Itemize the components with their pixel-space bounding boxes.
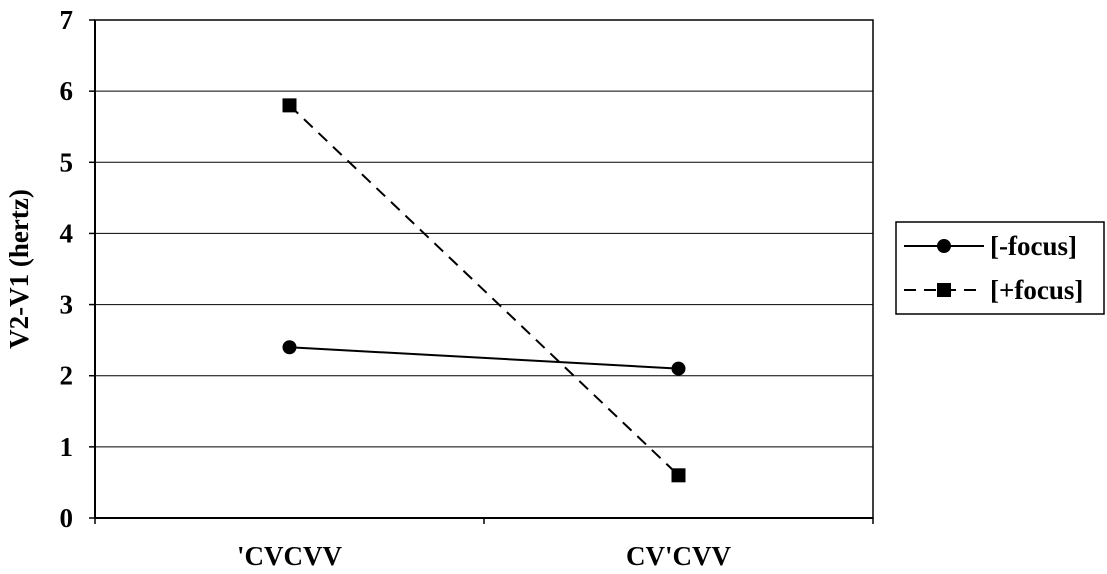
gridlines (95, 19, 873, 448)
x-tick-label: CV'CVV (626, 541, 731, 571)
legend-item: [+focus] (904, 275, 1083, 305)
data-point (671, 468, 686, 483)
plot-area (94, 19, 874, 519)
y-tick-label: 2 (60, 361, 74, 391)
legend-box (895, 221, 1105, 315)
series-1 (282, 340, 686, 376)
y-tick-label: 1 (60, 432, 74, 462)
data-point (671, 361, 686, 376)
y-tick-label: 3 (60, 290, 74, 320)
y-axis-title: V2-V1 (hertz) (4, 189, 34, 349)
legend-label: [-focus] (990, 231, 1077, 261)
y-tick-label: 5 (60, 147, 74, 177)
legend-label: [+focus] (990, 275, 1083, 305)
y-tick-label: 0 (60, 503, 74, 533)
axes (94, 20, 873, 519)
series-layer (282, 98, 686, 483)
y-axis-ticks: 0 1 2 3 4 5 6 7 (60, 5, 95, 533)
data-point (282, 98, 297, 113)
data-point (282, 340, 297, 355)
legend: [-focus] [+focus] (895, 221, 1105, 315)
legend-item: [-focus] (904, 231, 1077, 261)
series-line (289, 346, 679, 370)
series-2 (282, 98, 686, 483)
y-tick-label: 7 (60, 5, 74, 35)
series-line (288, 104, 680, 477)
legend-marker (937, 239, 951, 253)
x-tick-label: 'CVCVV (237, 541, 342, 571)
legend-marker (937, 283, 951, 297)
y-tick-label: 4 (60, 218, 74, 248)
y-tick-label: 6 (60, 76, 74, 106)
x-axis-ticks: 'CVCVV CV'CVV (94, 518, 874, 571)
